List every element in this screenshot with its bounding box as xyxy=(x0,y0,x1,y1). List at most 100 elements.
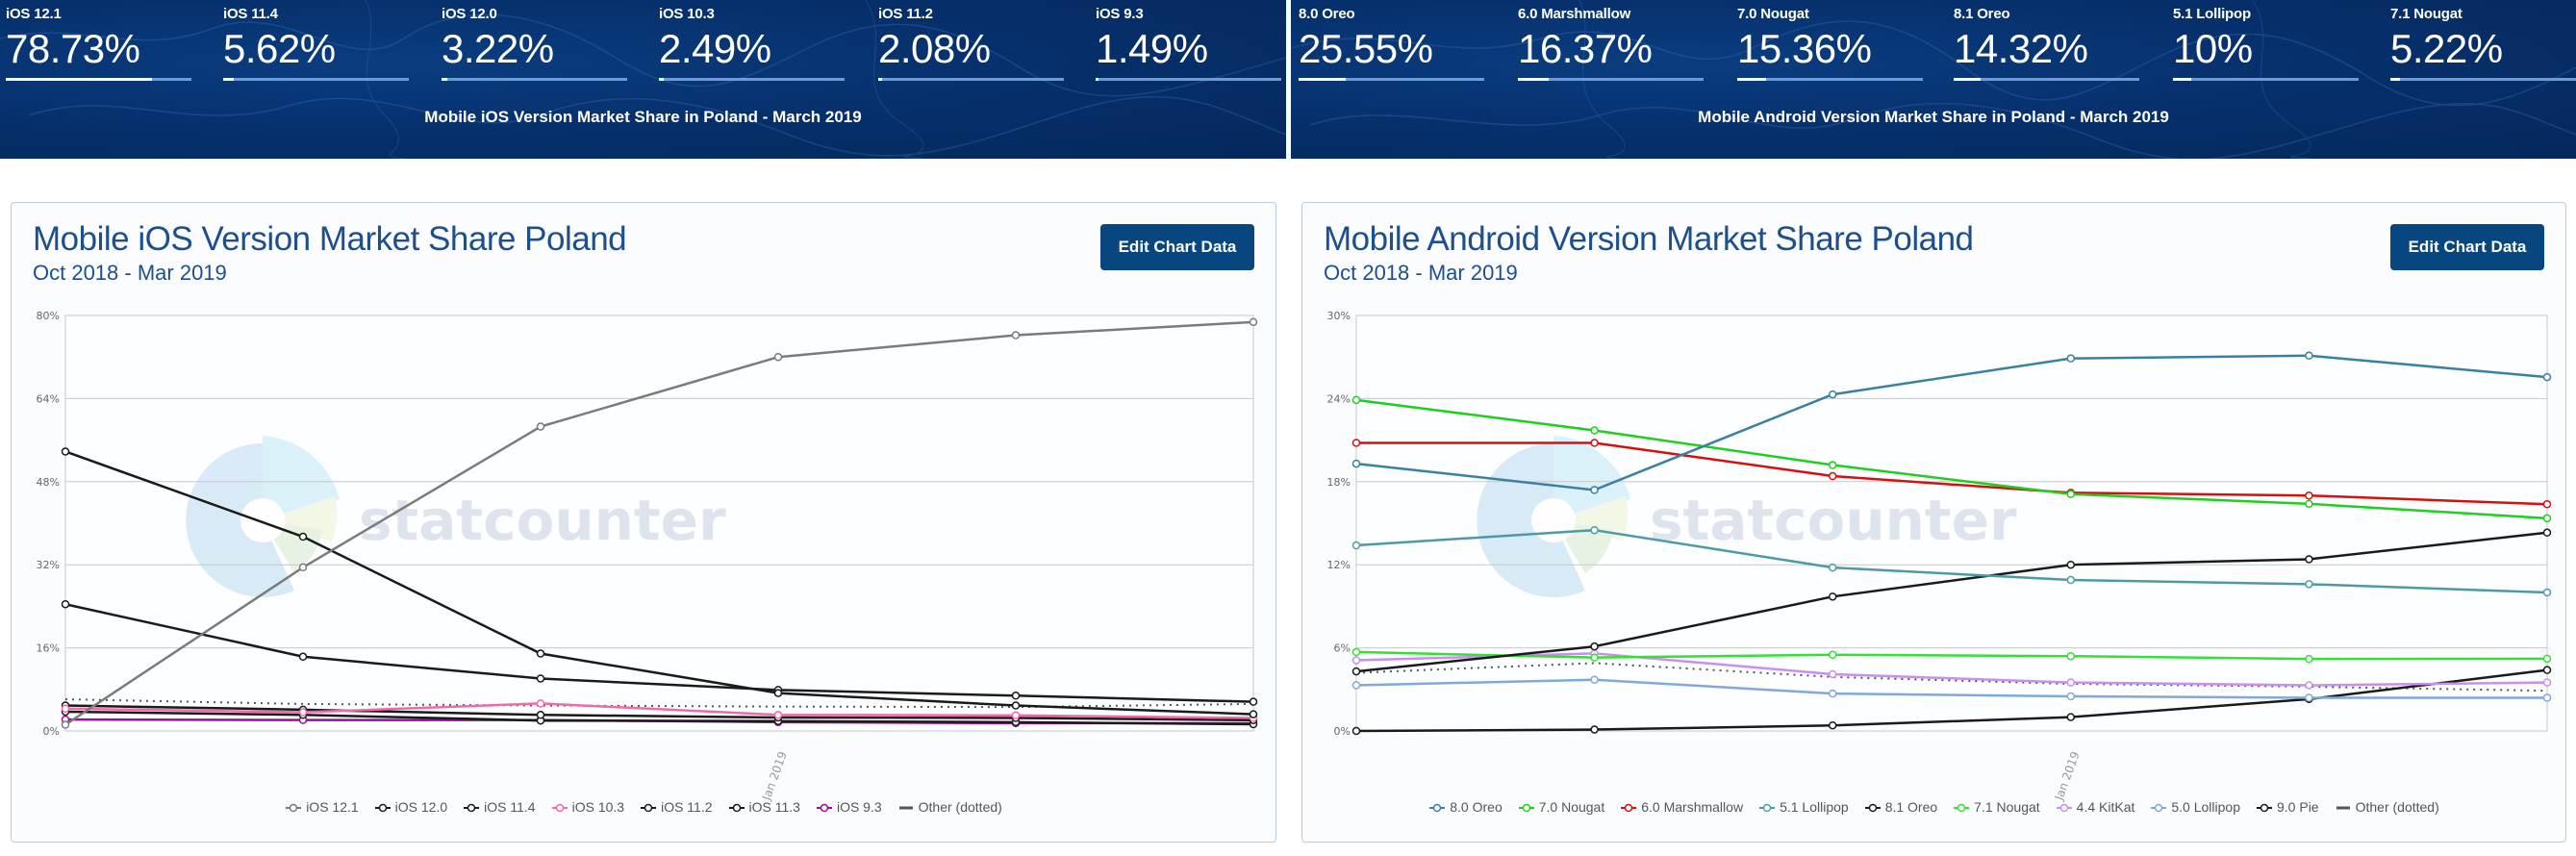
data-point[interactable] xyxy=(773,352,783,362)
data-point[interactable] xyxy=(298,532,308,541)
data-point[interactable] xyxy=(1351,656,1361,665)
data-point[interactable] xyxy=(2305,491,2313,500)
data-point[interactable] xyxy=(298,563,308,572)
data-point[interactable] xyxy=(2066,560,2076,569)
data-point[interactable] xyxy=(1351,541,1361,550)
data-point[interactable] xyxy=(2305,654,2313,664)
data-point[interactable] xyxy=(2542,654,2552,664)
data-point[interactable] xyxy=(1011,692,1021,700)
legend-item[interactable]: 8.1 Oreo xyxy=(1864,799,1937,815)
legend-marker-icon xyxy=(2150,803,2167,813)
edit-chart-data-button[interactable]: Edit Chart Data xyxy=(2390,224,2544,270)
stat-label: iOS 12.0 xyxy=(442,6,497,22)
legend-item[interactable]: 9.0 Pie xyxy=(2256,799,2319,815)
data-point[interactable] xyxy=(1351,395,1361,405)
legend-label: iOS 9.3 xyxy=(836,799,882,815)
data-point[interactable] xyxy=(2066,678,2076,687)
data-point[interactable] xyxy=(1351,647,1361,657)
data-point[interactable] xyxy=(2305,555,2313,564)
data-point[interactable] xyxy=(1828,592,1837,601)
data-point[interactable] xyxy=(2542,500,2552,509)
data-point[interactable] xyxy=(1351,667,1361,676)
data-point[interactable] xyxy=(1828,563,1837,572)
legend-item[interactable]: 4.4 KitKat xyxy=(2056,799,2134,815)
data-point[interactable] xyxy=(1011,331,1021,340)
data-point[interactable] xyxy=(2542,666,2552,674)
data-point[interactable] xyxy=(2066,490,2076,499)
data-point[interactable] xyxy=(2305,693,2313,702)
legend-item[interactable]: Other (dotted) xyxy=(897,799,1002,815)
data-point[interactable] xyxy=(1828,650,1837,660)
data-point[interactable] xyxy=(1351,439,1361,447)
data-point[interactable] xyxy=(1590,525,1599,535)
data-point[interactable] xyxy=(2305,351,2313,361)
data-point[interactable] xyxy=(1249,710,1258,718)
data-point[interactable] xyxy=(1828,669,1837,679)
data-point[interactable] xyxy=(1828,461,1837,469)
legend-item[interactable]: iOS 11.4 xyxy=(463,799,536,815)
data-point[interactable] xyxy=(536,699,545,708)
data-point[interactable] xyxy=(773,711,783,719)
data-point[interactable] xyxy=(1590,426,1599,435)
data-point[interactable] xyxy=(61,447,70,456)
data-point[interactable] xyxy=(1828,689,1837,698)
legend-item[interactable]: iOS 11.3 xyxy=(728,799,800,815)
legend-item[interactable]: 7.0 Nougat xyxy=(1518,799,1604,815)
data-point[interactable] xyxy=(2066,575,2076,585)
data-point[interactable] xyxy=(2542,528,2552,538)
legend-item[interactable]: 7.1 Nougat xyxy=(1953,799,2040,815)
edit-chart-data-button[interactable]: Edit Chart Data xyxy=(1100,224,1254,270)
data-point[interactable] xyxy=(2542,678,2552,687)
data-point[interactable] xyxy=(773,689,783,697)
legend-label: Other (dotted) xyxy=(918,799,1002,815)
data-point[interactable] xyxy=(298,708,308,717)
data-point[interactable] xyxy=(1011,701,1021,710)
legend-item[interactable]: iOS 11.2 xyxy=(640,799,713,815)
legend-item[interactable]: iOS 12.1 xyxy=(285,799,359,815)
legend-item[interactable]: 8.0 Oreo xyxy=(1428,799,1503,815)
legend-item[interactable]: iOS 12.0 xyxy=(374,799,447,815)
data-point[interactable] xyxy=(536,674,545,683)
data-point[interactable] xyxy=(2542,514,2552,523)
data-point[interactable] xyxy=(1249,317,1258,327)
data-point[interactable] xyxy=(1590,642,1599,651)
data-point[interactable] xyxy=(2066,651,2076,661)
data-point[interactable] xyxy=(536,422,545,431)
data-point[interactable] xyxy=(1590,439,1599,447)
data-point[interactable] xyxy=(1590,725,1599,734)
data-point[interactable] xyxy=(1590,486,1599,494)
data-point[interactable] xyxy=(2542,372,2552,382)
legend-item[interactable]: 5.1 Lollipop xyxy=(1758,799,1849,815)
data-point[interactable] xyxy=(61,599,70,609)
data-point[interactable] xyxy=(1011,711,1021,720)
data-point[interactable] xyxy=(536,649,545,658)
data-point[interactable] xyxy=(536,711,545,719)
data-point[interactable] xyxy=(2305,580,2313,589)
data-point[interactable] xyxy=(2542,588,2552,597)
data-point[interactable] xyxy=(2066,713,2076,721)
data-point[interactable] xyxy=(298,652,308,662)
data-point[interactable] xyxy=(61,704,70,714)
data-point[interactable] xyxy=(1249,697,1258,706)
legend-item[interactable]: Other (dotted) xyxy=(2335,799,2439,815)
data-point[interactable] xyxy=(2066,692,2076,701)
stat-value: 16.37% xyxy=(1518,26,1653,71)
data-point[interactable] xyxy=(1828,390,1837,399)
data-point[interactable] xyxy=(1828,471,1837,481)
data-point[interactable] xyxy=(1351,726,1361,736)
legend-item[interactable]: iOS 10.3 xyxy=(551,799,624,815)
data-point[interactable] xyxy=(1351,459,1361,468)
data-point[interactable] xyxy=(2305,499,2313,509)
data-point[interactable] xyxy=(1351,681,1361,690)
chart-legend: 8.0 Oreo 7.0 Nougat 6.0 Marshmallow 5.1 Lol… xyxy=(1302,799,2565,815)
data-point[interactable] xyxy=(2066,354,2076,363)
legend-item[interactable]: 5.0 Lollipop xyxy=(2150,799,2240,815)
legend-item[interactable]: 6.0 Marshmallow xyxy=(1620,799,1743,815)
data-point[interactable] xyxy=(61,720,70,729)
data-point[interactable] xyxy=(1590,675,1599,684)
data-point[interactable] xyxy=(1590,653,1599,662)
legend-item[interactable]: iOS 9.3 xyxy=(816,799,882,815)
data-point[interactable] xyxy=(2542,693,2552,702)
data-point[interactable] xyxy=(2305,681,2313,690)
data-point[interactable] xyxy=(1828,720,1837,730)
